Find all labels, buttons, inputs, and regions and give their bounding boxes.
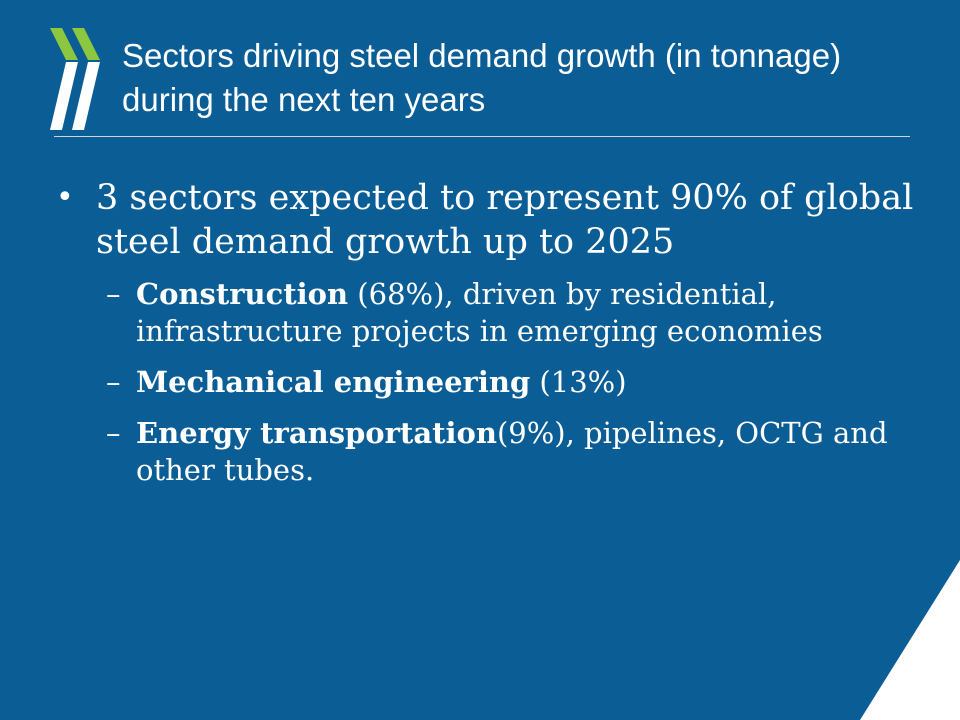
logo-green-chevron-left <box>50 28 78 60</box>
slide-body: • 3 sectors expected to represent 90% of… <box>56 176 916 503</box>
sub-bullet-bold: Energy transportation <box>136 416 497 450</box>
title-divider <box>54 136 910 137</box>
sub-bullet-text: (9%), pipelines, OCTG and other tubes. <box>136 416 888 487</box>
main-bullet-text: 3 sectors expected to represent 90% of g… <box>96 178 914 262</box>
main-bullet: • 3 sectors expected to represent 90% of… <box>56 176 916 264</box>
sub-bullet-construction: – Construction (68%), driven by residenti… <box>56 276 916 350</box>
sub-bullet-text: (68%), driven by residential, infrastruc… <box>136 277 823 348</box>
logo-white-chevron-right <box>72 62 100 130</box>
logo-green-chevron-right <box>72 28 100 60</box>
sub-bullet-list: – Construction (68%), driven by residenti… <box>56 276 916 489</box>
bullet-dot-icon: • <box>56 180 74 215</box>
sub-bullet-bold: Mechanical engineering <box>136 365 531 399</box>
sub-bullet-dash: – <box>106 277 121 311</box>
sub-bullet-text: (13%) <box>530 365 627 399</box>
logo-white-chevron-left <box>50 62 78 130</box>
sub-bullet-dash: – <box>106 416 121 450</box>
corner-triangle-icon <box>860 560 960 720</box>
sub-bullet-bold: Construction <box>136 277 349 311</box>
sub-bullet-mechanical-engineering: – Mechanical engineering (13%) <box>56 364 916 401</box>
sub-bullet-energy-transportation: – Energy transportation(9%), pipelines, O… <box>56 415 916 489</box>
oecd-chevron-logo-icon <box>50 28 100 130</box>
corner-triangle-shape <box>860 560 960 720</box>
sub-bullet-dash: – <box>106 365 121 399</box>
slide-title: Sectors driving steel demand growth (in … <box>122 37 842 118</box>
